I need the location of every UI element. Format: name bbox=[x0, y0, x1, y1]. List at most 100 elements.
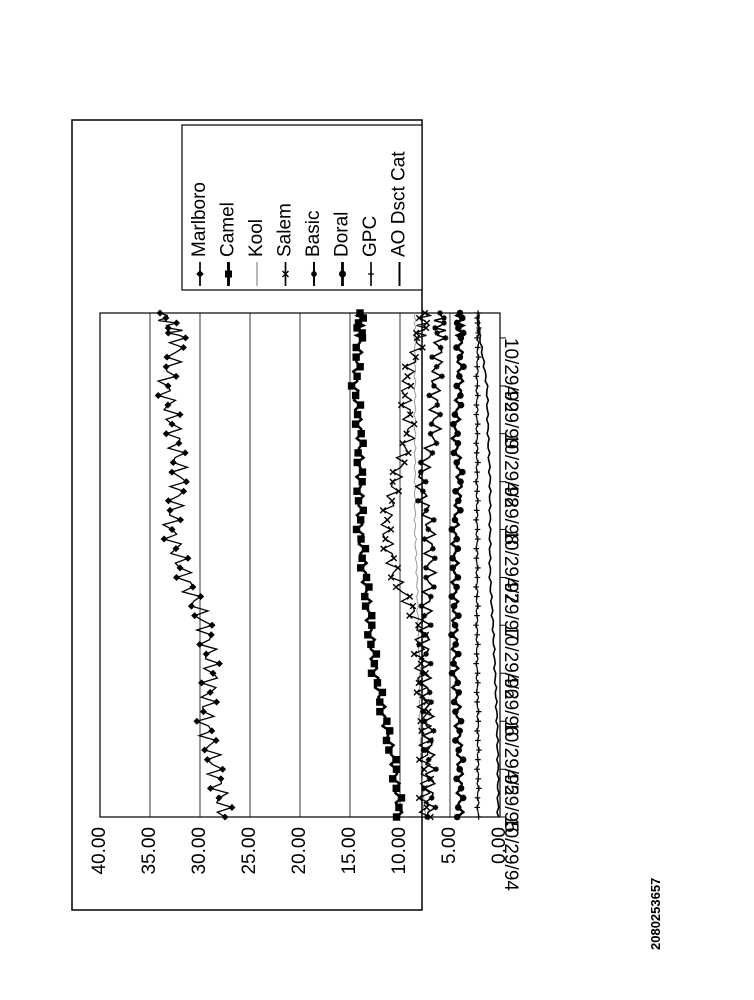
data-point bbox=[209, 669, 217, 677]
data-point bbox=[193, 717, 201, 725]
data-point bbox=[474, 574, 481, 581]
data-point bbox=[474, 632, 481, 638]
data-point bbox=[422, 478, 429, 485]
data-point bbox=[370, 659, 379, 668]
data-point bbox=[361, 544, 370, 553]
y-axis-ticks: 0.00 5.00 10.00 15.00 20.00 25.00 30.00 35.00 40… bbox=[89, 827, 510, 875]
data-point bbox=[423, 651, 429, 657]
series-gpc bbox=[473, 310, 482, 820]
x-tick-label: 4/29/98 bbox=[500, 482, 521, 545]
data-point bbox=[353, 487, 361, 495]
data-point bbox=[356, 309, 364, 317]
data-point bbox=[181, 449, 189, 457]
data-point bbox=[448, 526, 456, 533]
data-point bbox=[282, 270, 289, 278]
data-point bbox=[168, 525, 176, 533]
data-point bbox=[454, 497, 462, 505]
data-point bbox=[429, 450, 436, 456]
data-point bbox=[452, 737, 459, 744]
data-point bbox=[176, 411, 184, 419]
data-point bbox=[415, 756, 423, 763]
data-point bbox=[437, 411, 444, 418]
data-point bbox=[387, 574, 395, 581]
data-point bbox=[475, 498, 481, 504]
data-point bbox=[457, 401, 465, 409]
data-point bbox=[361, 592, 369, 601]
data-point bbox=[418, 603, 425, 609]
data-point bbox=[428, 795, 435, 801]
data-point bbox=[163, 353, 171, 361]
data-point bbox=[404, 373, 411, 380]
data-point bbox=[392, 755, 400, 764]
data-point bbox=[455, 746, 463, 754]
data-point bbox=[474, 335, 480, 341]
data-point bbox=[206, 688, 214, 696]
data-point bbox=[196, 640, 204, 648]
data-point bbox=[228, 803, 236, 811]
data-point bbox=[412, 353, 420, 361]
data-point bbox=[474, 728, 480, 734]
data-point bbox=[453, 775, 460, 783]
data-point bbox=[380, 545, 387, 552]
data-point bbox=[459, 756, 467, 763]
data-point bbox=[367, 669, 376, 677]
data-point bbox=[406, 593, 414, 600]
y-tick-label: 20.00 bbox=[289, 827, 310, 875]
x-tick-label: 10/29/99 bbox=[500, 338, 521, 412]
data-point bbox=[452, 641, 459, 648]
data-point bbox=[213, 698, 221, 706]
data-point bbox=[352, 343, 360, 352]
data-point bbox=[421, 612, 428, 619]
data-point bbox=[475, 737, 481, 744]
y-tick-label: 10.00 bbox=[389, 827, 410, 875]
y-tick-label: 5.00 bbox=[439, 827, 460, 864]
data-point bbox=[425, 756, 432, 763]
data-point bbox=[430, 728, 437, 734]
data-point bbox=[212, 736, 220, 744]
data-point bbox=[219, 765, 227, 773]
legend: Marlboro Camel Kool Salem Basic Doral GPC AO Ds… bbox=[189, 151, 410, 286]
data-point bbox=[365, 583, 373, 591]
data-point bbox=[420, 765, 428, 773]
legend-box bbox=[181, 124, 423, 291]
data-point bbox=[474, 315, 480, 321]
data-point bbox=[414, 621, 422, 629]
data-point bbox=[474, 766, 480, 773]
series-line bbox=[477, 312, 500, 818]
data-point bbox=[473, 689, 480, 696]
y-tick-label: 30.00 bbox=[189, 827, 210, 875]
data-point bbox=[456, 727, 463, 735]
data-point bbox=[426, 392, 433, 399]
data-point bbox=[401, 363, 409, 371]
data-point bbox=[454, 430, 461, 437]
data-point bbox=[450, 449, 458, 457]
legend-item: Basic bbox=[303, 211, 324, 286]
data-point bbox=[172, 573, 180, 581]
data-point bbox=[459, 468, 466, 476]
series-kool bbox=[413, 312, 426, 817]
data-point bbox=[426, 689, 433, 696]
data-point bbox=[473, 478, 479, 485]
data-point bbox=[453, 459, 461, 466]
data-point bbox=[476, 785, 482, 792]
data-point bbox=[475, 354, 482, 360]
data-point bbox=[189, 583, 197, 591]
data-point bbox=[421, 309, 429, 317]
data-point bbox=[358, 329, 366, 337]
series-layer bbox=[154, 309, 500, 821]
data-point bbox=[353, 372, 361, 381]
data-point bbox=[473, 411, 480, 418]
data-point bbox=[164, 497, 172, 505]
data-point bbox=[432, 804, 439, 811]
data-point bbox=[172, 545, 180, 553]
data-point bbox=[399, 439, 406, 447]
data-point bbox=[423, 565, 429, 571]
data-point bbox=[475, 708, 482, 715]
data-point bbox=[383, 516, 391, 524]
data-point bbox=[439, 373, 445, 380]
data-point bbox=[387, 526, 395, 533]
data-point bbox=[358, 554, 366, 562]
data-point bbox=[217, 775, 225, 783]
data-point bbox=[474, 536, 481, 542]
data-point bbox=[431, 383, 437, 389]
